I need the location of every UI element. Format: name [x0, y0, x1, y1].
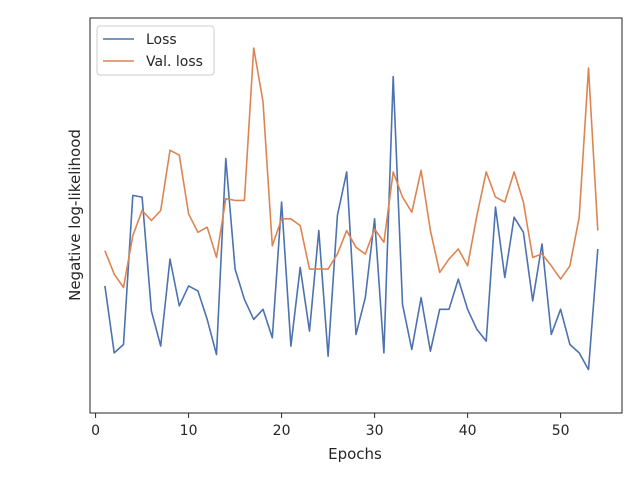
x-tick-label: 30: [366, 423, 384, 439]
legend-label-loss: Loss: [146, 32, 177, 48]
y-axis-label: Negative log-likelihood: [66, 129, 84, 301]
x-axis-label: Epochs: [328, 445, 382, 463]
legend-label-val-loss: Val. loss: [146, 54, 203, 70]
series-line-loss: [104, 75, 599, 371]
x-tick-label: 20: [273, 423, 291, 439]
x-tick-label: 10: [180, 423, 198, 439]
series-lines: [104, 47, 599, 371]
series-line-val-loss: [104, 47, 599, 289]
x-axis-ticks: 0 10 20 30 40 50: [91, 413, 570, 439]
x-tick-label: 0: [91, 423, 100, 439]
x-tick-label: 50: [552, 423, 570, 439]
x-tick-label: 40: [459, 423, 477, 439]
plot-area: [89, 17, 623, 414]
legend: Loss Val. loss: [96, 25, 215, 76]
